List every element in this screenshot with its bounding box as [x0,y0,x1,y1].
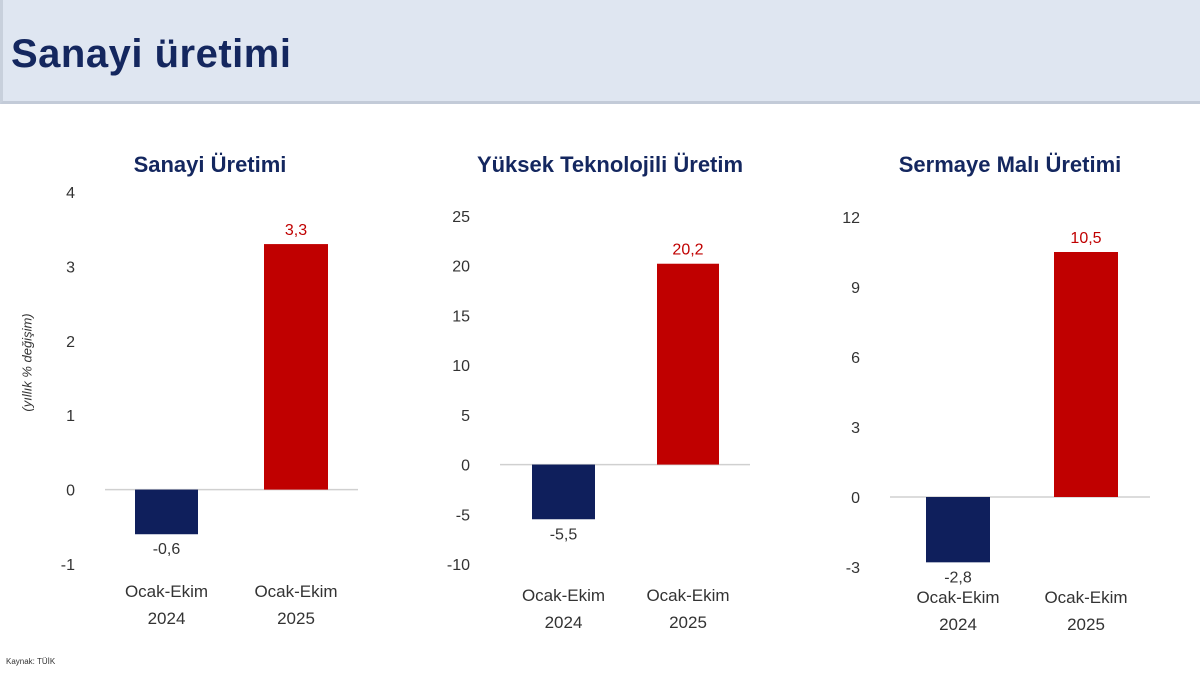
data-label: -5,5 [550,526,578,543]
y-tick-label: 6 [851,350,860,367]
y-tick-label: 2 [66,334,75,351]
bar-2024 [532,464,595,520]
y-tick-label: -3 [846,560,860,577]
source-note: Kaynak: TÜİK [6,657,56,666]
x-tick-label: 2025 [669,613,707,632]
header-bar: Sanayi üretimi [0,0,1200,104]
bar-2025 [264,244,328,490]
bar-2024 [135,489,198,535]
x-tick-label: Ocak-Ekim [522,586,605,605]
y-tick-label: 0 [461,458,470,475]
y-tick-label: -10 [447,557,470,574]
chart-title: Sermaye Malı Üretimi [899,152,1122,177]
x-tick-label: Ocak-Ekim [916,588,999,607]
x-tick-label: 2024 [148,609,186,628]
y-tick-label: 5 [461,408,470,425]
y-tick-label: 25 [452,209,470,226]
data-label: -0,6 [153,541,181,558]
bar-2025 [657,263,719,465]
data-label: 10,5 [1070,230,1101,247]
x-tick-label: 2025 [277,609,315,628]
x-tick-label: 2025 [1067,615,1105,634]
y-tick-label: -5 [456,507,470,524]
y-tick-label: 3 [851,420,860,437]
y-tick-label: 15 [452,308,470,325]
y-tick-label: 1 [66,408,75,425]
x-tick-label: Ocak-Ekim [125,582,208,601]
y-tick-label: 12 [842,210,860,227]
x-tick-label: 2024 [545,613,583,632]
y-tick-label: 20 [452,259,470,276]
data-label: -2,8 [944,569,972,586]
bar-2024 [926,497,990,563]
x-tick-label: Ocak-Ekim [646,586,729,605]
page-title: Sanayi üretimi [11,32,292,76]
y-tick-label: 9 [851,280,860,297]
y-tick-label: -1 [61,557,75,574]
x-tick-label: 2024 [939,615,977,634]
data-label: 20,2 [672,242,703,259]
data-label: 3,3 [285,222,307,239]
bar-2025 [1054,252,1118,497]
x-tick-label: Ocak-Ekim [1044,588,1127,607]
chart-title: Yüksek Teknolojili Üretim [477,152,743,177]
y-tick-label: 3 [66,259,75,276]
y-tick-label: 0 [66,483,75,500]
x-tick-label: Ocak-Ekim [254,582,337,601]
y-tick-label: 0 [851,490,860,507]
y-tick-label: 10 [452,358,470,375]
chart-title: Sanayi Üretimi [134,152,287,177]
y-tick-label: 4 [66,185,75,202]
